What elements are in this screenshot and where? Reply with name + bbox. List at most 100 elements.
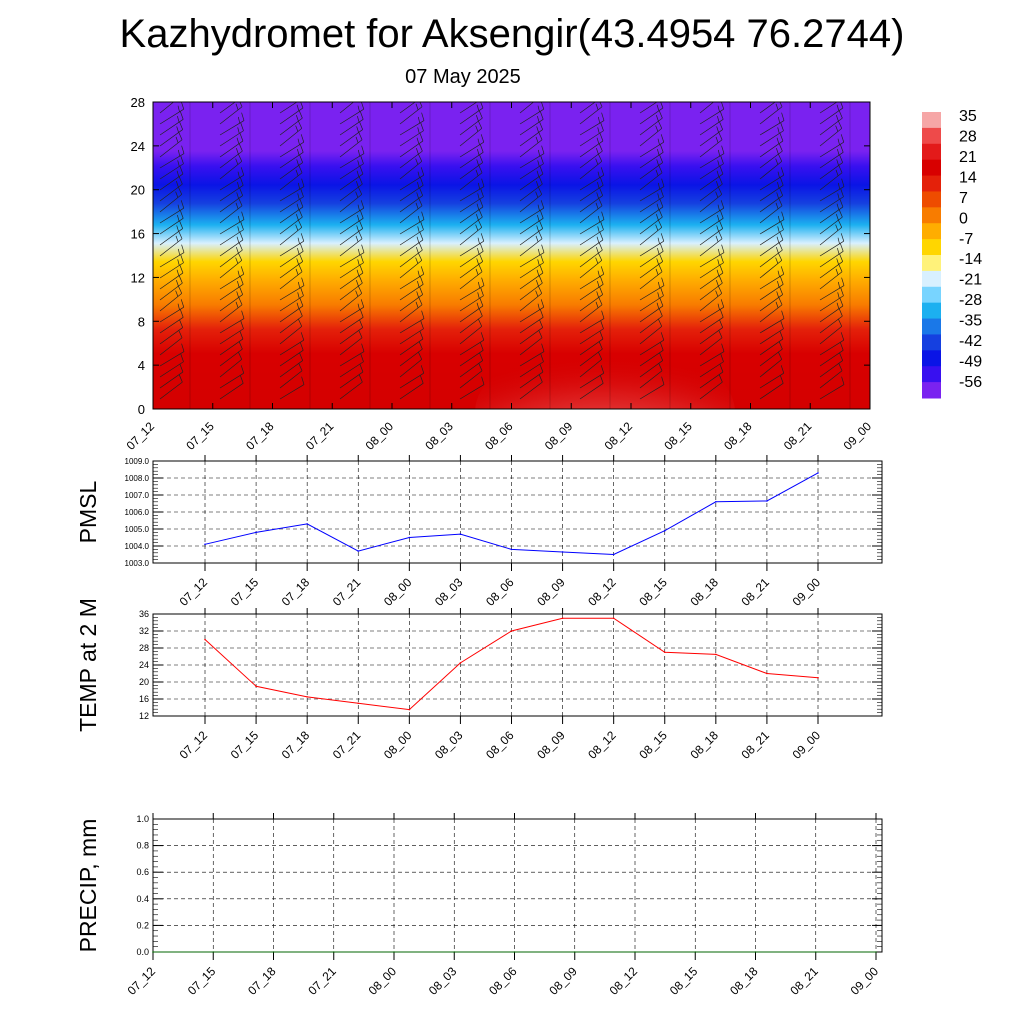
wind-barb — [339, 330, 363, 356]
colorbar-label: -28 — [959, 292, 982, 309]
x-tick-label: 08_15 — [636, 728, 670, 762]
wind-barb — [699, 155, 724, 180]
wind-barb — [579, 211, 605, 235]
wind-barb — [459, 363, 483, 389]
data-point — [332, 951, 335, 953]
plot-frame — [152, 818, 883, 953]
wind-barb — [759, 102, 783, 125]
x-tick-label: 08_21 — [739, 728, 773, 762]
x-tick-label: 07_15 — [228, 575, 262, 609]
wind-barb — [759, 266, 785, 290]
y-tick-label: 1007.0 — [125, 491, 150, 500]
wind-barb — [279, 219, 303, 246]
x-tick-label: 08_06 — [482, 419, 516, 453]
data-point — [561, 551, 564, 553]
colorbar-swatch — [922, 382, 941, 399]
cross-section-field — [153, 102, 870, 409]
data-point — [204, 638, 206, 641]
wind-barb — [699, 210, 724, 235]
wind-barb — [279, 243, 304, 268]
wind-barb — [279, 165, 303, 191]
wind-barb — [219, 221, 244, 246]
y-tick-label: 32 — [139, 626, 149, 636]
colorbar: 35 28 21 14 7 0 -7 -14 -21 -28 -35 -42 -49 -56 — [922, 108, 982, 399]
x-tick-label: 09_00 — [790, 575, 824, 609]
y-tick-label: 0.0 — [136, 947, 149, 957]
x-tick-label: 07_15 — [185, 964, 219, 998]
y-tick-label: 12 — [131, 270, 145, 285]
wind-barb — [399, 375, 424, 400]
x-tick-label: 08_00 — [366, 964, 400, 998]
wind-barb — [279, 363, 303, 389]
y-tick-label: 24 — [131, 139, 145, 154]
data-point — [306, 523, 308, 525]
y-tick-label: 0.2 — [136, 920, 149, 930]
wind-barb — [159, 330, 183, 356]
wind-barb — [759, 351, 783, 378]
wind-barb — [219, 375, 244, 400]
wind-barb — [759, 276, 784, 301]
x-tick-label: 07_21 — [305, 964, 339, 998]
wind-barb — [819, 102, 844, 114]
wind-barb — [159, 186, 183, 213]
wind-barb — [759, 320, 784, 345]
wind-barb — [339, 155, 364, 180]
colorbar-swatch — [922, 112, 941, 129]
wind-barb — [399, 102, 423, 114]
wind-barb — [639, 287, 664, 312]
y-tick-label: 12 — [139, 711, 149, 721]
colorbar-swatch — [922, 270, 941, 288]
wind-barb — [459, 318, 483, 345]
wind-barb — [219, 252, 243, 279]
wind-barb — [399, 266, 425, 290]
wind-barb — [459, 102, 484, 114]
wind-barb — [219, 153, 243, 180]
wind-barb — [579, 297, 603, 323]
wind-barb — [159, 231, 183, 257]
wind-barb — [639, 342, 664, 367]
x-tick-label: 08_03 — [432, 575, 466, 609]
wind-barb — [519, 374, 543, 400]
wind-barb — [459, 165, 483, 191]
x-tick-label: 08_18 — [687, 728, 721, 762]
x-tick-label: 07_21 — [330, 728, 364, 762]
wind-barb — [759, 310, 785, 334]
wind-barb — [819, 277, 845, 301]
wind-barb — [339, 343, 365, 367]
data-point — [357, 702, 360, 705]
wind-barb — [519, 102, 545, 125]
x-tick-label: 08_21 — [739, 575, 773, 609]
colorbar-swatch — [922, 159, 941, 177]
pmsl-panel: 1003.0 1004.0 1005.0 1006.0 1007.0 1008.0 1009… — [75, 455, 883, 609]
wind-barb — [159, 285, 183, 312]
wind-barb — [639, 219, 663, 246]
colorbar-label: 7 — [959, 190, 968, 207]
data-point — [513, 951, 516, 953]
wind-barb — [459, 144, 484, 169]
y-tick-label: 16 — [139, 694, 149, 704]
x-tick-label: 09_00 — [841, 419, 875, 453]
y-tick-label: 28 — [139, 643, 149, 653]
wind-barb — [579, 221, 604, 246]
wind-barb — [219, 310, 245, 334]
wind-barb — [699, 343, 725, 367]
colorbar-swatch — [922, 366, 941, 383]
wind-barb — [279, 376, 305, 400]
wind-barb — [579, 310, 605, 334]
colorbar-swatch — [922, 286, 941, 304]
data-point — [393, 951, 395, 953]
x-tick-label: 08_00 — [381, 728, 415, 762]
x-tick-label: 07_12 — [124, 419, 158, 453]
x-tick-label: 08_09 — [546, 964, 580, 998]
wind-barb — [819, 188, 844, 213]
wind-barb — [279, 318, 303, 345]
data-point — [715, 653, 717, 656]
wind-barb — [159, 254, 184, 279]
wind-barb — [399, 122, 424, 147]
wind-barb — [219, 266, 245, 290]
x-tick-label: 07_18 — [245, 964, 279, 998]
y-tick-label: 24 — [139, 660, 149, 670]
wind-barb — [519, 330, 543, 356]
wind-barb — [399, 365, 425, 389]
